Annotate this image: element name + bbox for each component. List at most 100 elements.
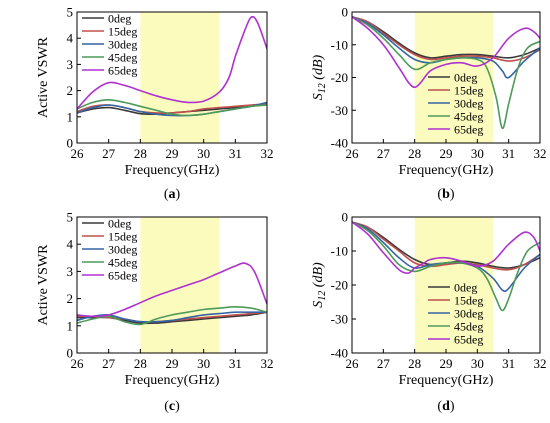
legend-label-15deg: 15deg <box>454 294 483 308</box>
legend-label-0deg: 0deg <box>108 12 131 26</box>
legend-label-65deg: 65deg <box>108 269 137 283</box>
x-tick-label: 27 <box>102 356 116 371</box>
x-axis-label: Frequency(GHz) <box>399 373 494 388</box>
series-line-15deg <box>352 16 540 62</box>
x-tick-label: 30 <box>471 356 484 371</box>
series-group <box>352 16 540 130</box>
panel-label: (b) <box>437 187 454 202</box>
y-tick-label: 2 <box>67 83 74 98</box>
y-tick-label: 3 <box>67 264 74 279</box>
series-line-65deg <box>77 15 267 110</box>
x-tick-label: 31 <box>502 146 515 161</box>
legend-label-45deg: 45deg <box>454 110 483 124</box>
series-line-45deg <box>77 99 267 117</box>
y-tick-label: -10 <box>331 244 348 259</box>
x-tick-label: 31 <box>229 146 242 161</box>
chart-panel-b: 26 27 28 29 30 31 32 -40 -30 -20 -10 0 Frequency(GHz… <box>311 5 547 203</box>
highlight-band <box>414 12 493 143</box>
x-tick-label: 32 <box>534 146 547 161</box>
x-tick-label: 31 <box>502 356 515 371</box>
highlight-band <box>414 217 493 353</box>
chart-panel-a: 26 27 28 29 30 31 32 0 1 2 3 4 5 Frequency(GHz) Active… <box>36 5 274 203</box>
y-tick-label: 4 <box>67 237 74 252</box>
x-tick-label: 26 <box>71 146 85 161</box>
x-tick-label: 31 <box>229 356 242 371</box>
series-line-65deg <box>77 262 267 318</box>
legend-label-0deg: 0deg <box>454 71 477 85</box>
x-tick-label: 29 <box>166 356 179 371</box>
x-tick-label: 30 <box>197 356 210 371</box>
x-tick-label: 29 <box>440 356 453 371</box>
x-tick-label: 29 <box>440 146 453 161</box>
x-tick-label: 30 <box>471 146 484 161</box>
x-tick-label: 29 <box>166 146 179 161</box>
x-tick-label: 28 <box>134 356 147 371</box>
series-group <box>77 262 267 326</box>
y-tick-label: -20 <box>331 70 348 85</box>
x-tick-label: 30 <box>197 146 210 161</box>
x-axis-label: Frequency(GHz) <box>399 163 494 178</box>
y-tick-label: 3 <box>67 57 74 72</box>
series-group <box>352 221 540 312</box>
y-tick-label: 5 <box>67 5 74 20</box>
legend-label-15deg: 15deg <box>108 25 137 39</box>
highlight-band <box>140 12 220 143</box>
y-tick-label: -30 <box>331 312 348 327</box>
legend-label-15deg: 15deg <box>454 84 483 98</box>
y-tick-label: 1 <box>67 109 74 124</box>
legend-label-65deg: 65deg <box>454 123 483 137</box>
y-tick-label: 2 <box>67 291 74 306</box>
x-axis-label: Frequency(GHz) <box>125 163 220 178</box>
series-line-0deg <box>352 16 540 59</box>
x-tick-label: 26 <box>346 356 360 371</box>
series-group <box>77 15 267 117</box>
chart-panel-c: 26 27 28 29 30 31 32 0 1 2 3 4 5 Frequency(GHz) Active… <box>36 210 274 415</box>
legend-label-30deg: 30deg <box>108 38 137 52</box>
panel-label: (a) <box>164 187 181 202</box>
y-tick-label: 0 <box>342 5 349 20</box>
legend-label-15deg: 15deg <box>108 230 137 244</box>
x-tick-label: 32 <box>534 356 547 371</box>
x-tick-label: 27 <box>102 146 116 161</box>
x-tick-label: 27 <box>377 356 391 371</box>
y-tick-label: -40 <box>331 136 348 151</box>
legend-label-30deg: 30deg <box>454 97 483 111</box>
y-tick-label: -30 <box>331 103 348 118</box>
y-tick-label: -40 <box>331 346 348 361</box>
x-tick-label: 28 <box>134 146 147 161</box>
x-tick-label: 26 <box>71 356 85 371</box>
series-line-65deg <box>352 16 540 89</box>
x-tick-label: 32 <box>261 356 274 371</box>
legend-label-45deg: 45deg <box>108 51 137 65</box>
series-line-15deg <box>352 221 540 271</box>
y-tick-label: 5 <box>67 210 74 225</box>
series-line-45deg <box>77 306 267 326</box>
legend-label-45deg: 45deg <box>108 256 137 270</box>
y-tick-label: 1 <box>67 318 74 333</box>
x-tick-label: 27 <box>377 146 391 161</box>
legend-label-30deg: 30deg <box>454 307 483 321</box>
y-axis-label: S12 (dB) <box>311 262 328 308</box>
y-axis-label: Active VSWR <box>36 244 51 326</box>
x-tick-label: 26 <box>346 146 360 161</box>
y-tick-label: -10 <box>331 37 348 52</box>
legend-label-0deg: 0deg <box>108 217 131 231</box>
panel-label: (d) <box>437 399 454 414</box>
x-tick-label: 32 <box>261 146 274 161</box>
highlight-band <box>140 217 220 353</box>
chart-panel-d: 26 27 28 29 30 31 32 -40 -30 -20 -10 0 Frequency(GHz… <box>311 210 547 415</box>
series-line-45deg <box>352 16 540 130</box>
y-tick-label: -20 <box>331 278 348 293</box>
y-tick-label: 4 <box>67 31 74 46</box>
y-axis-label: S12 (dB) <box>311 54 328 100</box>
x-tick-label: 28 <box>408 356 421 371</box>
legend-label-65deg: 65deg <box>454 333 483 347</box>
x-axis-label: Frequency(GHz) <box>125 373 220 388</box>
panel-label: (c) <box>164 399 180 414</box>
legend-label-45deg: 45deg <box>454 320 483 334</box>
x-tick-label: 28 <box>408 146 421 161</box>
